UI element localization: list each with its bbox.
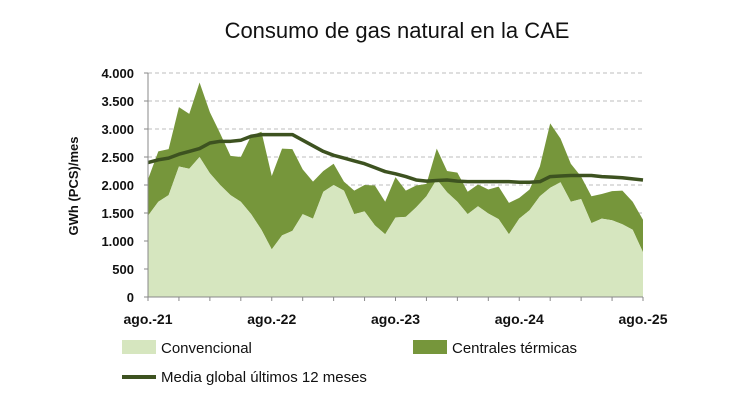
y-tick-label: 2.000 (101, 178, 134, 193)
y-tick-label: 1.000 (101, 234, 134, 249)
legend-label-media-global: Media global últimos 12 meses (161, 369, 367, 386)
legend-label-centrales-termicas: Centrales térmicas (452, 340, 577, 357)
y-tick-label: 3.000 (101, 122, 134, 137)
y-tick-label: 3.500 (101, 94, 134, 109)
legend-label-convencional: Convencional (161, 340, 252, 357)
legend-swatch-convencional (122, 340, 156, 354)
x-tick-label: ago.-24 (495, 311, 544, 327)
plot-lines (147, 132, 644, 184)
y-tick-label: 1.500 (101, 206, 134, 221)
x-tick-labels: ago.-21 ago.-22 ago.-23 ago.-24 ago.-25 (123, 311, 667, 327)
x-tick-label: ago.-22 (247, 311, 296, 327)
line-media-global (147, 132, 644, 184)
x-tick-label: ago.-23 (371, 311, 420, 327)
chart-title: Consumo de gas natural en la CAE (225, 18, 570, 43)
plot-areas (148, 82, 643, 297)
legend: Convencional Centrales térmicas Media gl… (122, 340, 577, 386)
y-tick-labels: 0 500 1.000 1.500 2.000 2.500 3.000 3.500 4.000 (101, 66, 134, 305)
area-centrales-termicas (148, 82, 643, 253)
y-axis-label: GWh (PCS)/mes (66, 137, 81, 236)
x-tick-label: ago.-21 (123, 311, 172, 327)
y-tick-label: 2.500 (101, 150, 134, 165)
axes (144, 72, 644, 301)
legend-swatch-centrales-termicas (413, 340, 447, 354)
y-tick-label: 0 (127, 290, 134, 305)
y-tick-label: 500 (112, 262, 134, 277)
area-convencional (148, 157, 643, 297)
y-tick-label: 4.000 (101, 66, 134, 81)
x-tick-label: ago.-25 (618, 311, 667, 327)
